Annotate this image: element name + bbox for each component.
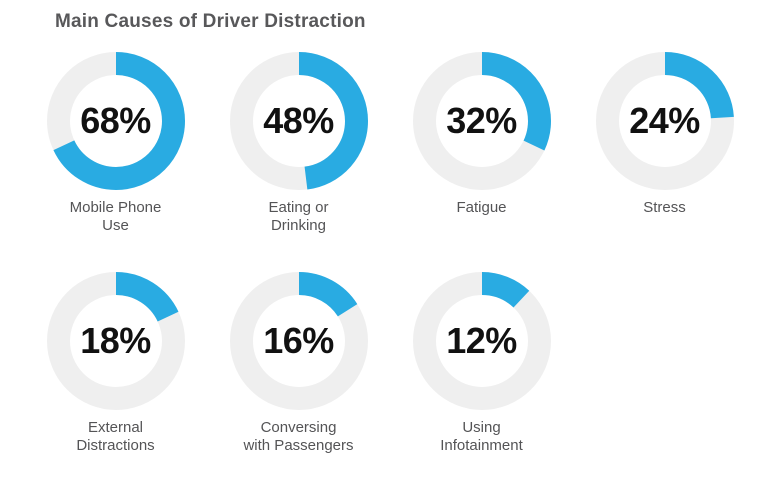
donut-ring-svg bbox=[595, 52, 734, 190]
donut-value-label: 12% bbox=[446, 320, 517, 361]
donut-ring-svg bbox=[229, 52, 368, 190]
donut-value-label: 68% bbox=[80, 100, 151, 141]
donut-ring-svg bbox=[46, 52, 185, 190]
donut-ring-svg bbox=[46, 272, 185, 410]
donut-chart-fatigue: 32% Fatigue bbox=[390, 52, 573, 235]
donut-category-label: Fatigue bbox=[456, 199, 507, 216]
donut-ring: 16% bbox=[229, 272, 368, 410]
donut-ring-svg bbox=[229, 272, 368, 410]
donut-track bbox=[46, 272, 185, 410]
donut-value-label: 24% bbox=[629, 100, 700, 141]
donut-ring: 18% bbox=[46, 272, 185, 410]
donut-category-label: Mobile Phone Use bbox=[69, 199, 162, 234]
donut-track bbox=[229, 272, 368, 410]
donut-ring-svg bbox=[412, 272, 551, 410]
donut-category-label: Using Infotainment bbox=[440, 419, 523, 454]
donut-chart-using-infotainment: 12% Using Infotainment bbox=[390, 272, 573, 455]
donut-grid: 68% Mobile Phone Use 48% Eating or Drink… bbox=[24, 52, 756, 455]
donut-category-label: External Distractions bbox=[76, 419, 155, 454]
donut-category-label: Conversing with Passengers bbox=[243, 419, 354, 454]
page-title: Main Causes of Driver Distraction bbox=[55, 11, 366, 32]
donut-track bbox=[412, 272, 551, 410]
donut-value-label: 48% bbox=[263, 100, 334, 141]
donut-ring: 12% bbox=[412, 272, 551, 410]
donut-chart-conversing-with-passengers: 16% Conversing with Passengers bbox=[207, 272, 390, 455]
donut-chart-stress: 24% Stress bbox=[573, 52, 756, 235]
donut-ring: 68% bbox=[46, 52, 185, 190]
donut-category-label: Stress bbox=[643, 199, 686, 216]
donut-value-label: 16% bbox=[263, 320, 334, 361]
donut-chart-eating-or-drinking: 48% Eating or Drinking bbox=[207, 52, 390, 235]
donut-category-label: Eating or Drinking bbox=[268, 199, 329, 234]
donut-chart-external-distractions: 18% External Distractions bbox=[24, 272, 207, 455]
donut-ring: 48% bbox=[229, 52, 368, 190]
donut-value-label: 18% bbox=[80, 320, 151, 361]
donut-track bbox=[595, 52, 734, 190]
donut-chart-mobile-phone-use: 68% Mobile Phone Use bbox=[24, 52, 207, 235]
donut-ring: 24% bbox=[595, 52, 734, 190]
donut-ring: 32% bbox=[412, 52, 551, 190]
donut-value-label: 32% bbox=[446, 100, 517, 141]
donut-ring-svg bbox=[412, 52, 551, 190]
